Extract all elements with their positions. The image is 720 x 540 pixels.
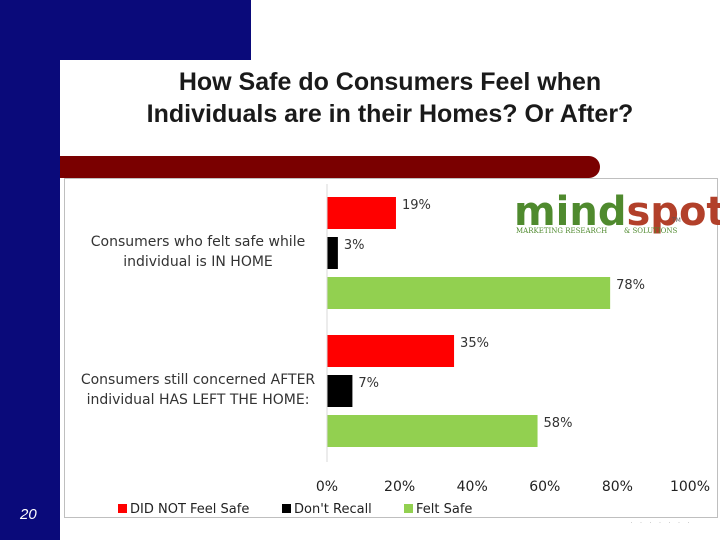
legend-label-1: Don't Recall <box>294 502 372 517</box>
x-tick-label-5: 100% <box>670 479 710 495</box>
logo-mind-text: mind <box>514 189 627 235</box>
title-underline-bar <box>60 156 600 178</box>
footer-decoration: · · · · · · · <box>630 517 692 527</box>
data-label-0-0: 19% <box>402 198 431 213</box>
category-label-1-1: individual HAS LEFT THE HOME: <box>87 392 310 408</box>
mindspot-logo: mindspot TM MARKETING RESEARCH & SOLUTIO… <box>514 189 720 235</box>
x-tick-label-4: 80% <box>602 479 633 495</box>
logo-spot-text: spot <box>627 189 720 235</box>
category-label-0-1: individual is IN HOME <box>123 254 273 270</box>
bar-0-1 <box>327 335 455 367</box>
data-label-2-1: 58% <box>544 416 573 431</box>
x-tick-label-1: 20% <box>384 479 415 495</box>
x-tick-label-0: 0% <box>316 479 338 495</box>
sidebar-band <box>0 0 60 540</box>
bar-1-1 <box>327 375 353 407</box>
legend-label-0: DID NOT Feel Safe <box>130 502 249 517</box>
data-label-2-0: 78% <box>616 278 645 293</box>
title-line-2: Individuals are in their Homes? Or After… <box>146 100 634 128</box>
bar-0-0 <box>327 197 396 229</box>
legend-swatch-2 <box>404 504 413 513</box>
bar-2-0 <box>327 277 611 309</box>
data-label-1-1: 7% <box>358 376 379 391</box>
logo-tagline-right: & SOLUTIONS <box>624 227 677 235</box>
bar-1-0 <box>327 237 338 269</box>
legend-label-2: Felt Safe <box>416 502 472 517</box>
x-tick-label-2: 40% <box>457 479 488 495</box>
title-line-1: How Safe do Consumers Feel when <box>178 68 602 96</box>
category-label-0-0: Consumers who felt safe while <box>91 234 305 250</box>
category-label-1-0: Consumers still concerned AFTER <box>81 372 316 388</box>
svg-text:mindspot: mindspot <box>514 189 720 235</box>
slide-title: How Safe do Consumers Feel when Individu… <box>70 66 710 130</box>
data-label-1-0: 3% <box>344 238 365 253</box>
data-label-0-1: 35% <box>460 336 489 351</box>
legend-swatch-0 <box>118 504 127 513</box>
logo-trademark: TM <box>671 217 681 224</box>
x-tick-label-3: 60% <box>529 479 560 495</box>
logo-tagline-left: MARKETING RESEARCH <box>516 227 607 235</box>
legend-swatch-1 <box>282 504 291 513</box>
slide-number: 20 <box>20 506 37 523</box>
bar-2-1 <box>327 415 538 447</box>
